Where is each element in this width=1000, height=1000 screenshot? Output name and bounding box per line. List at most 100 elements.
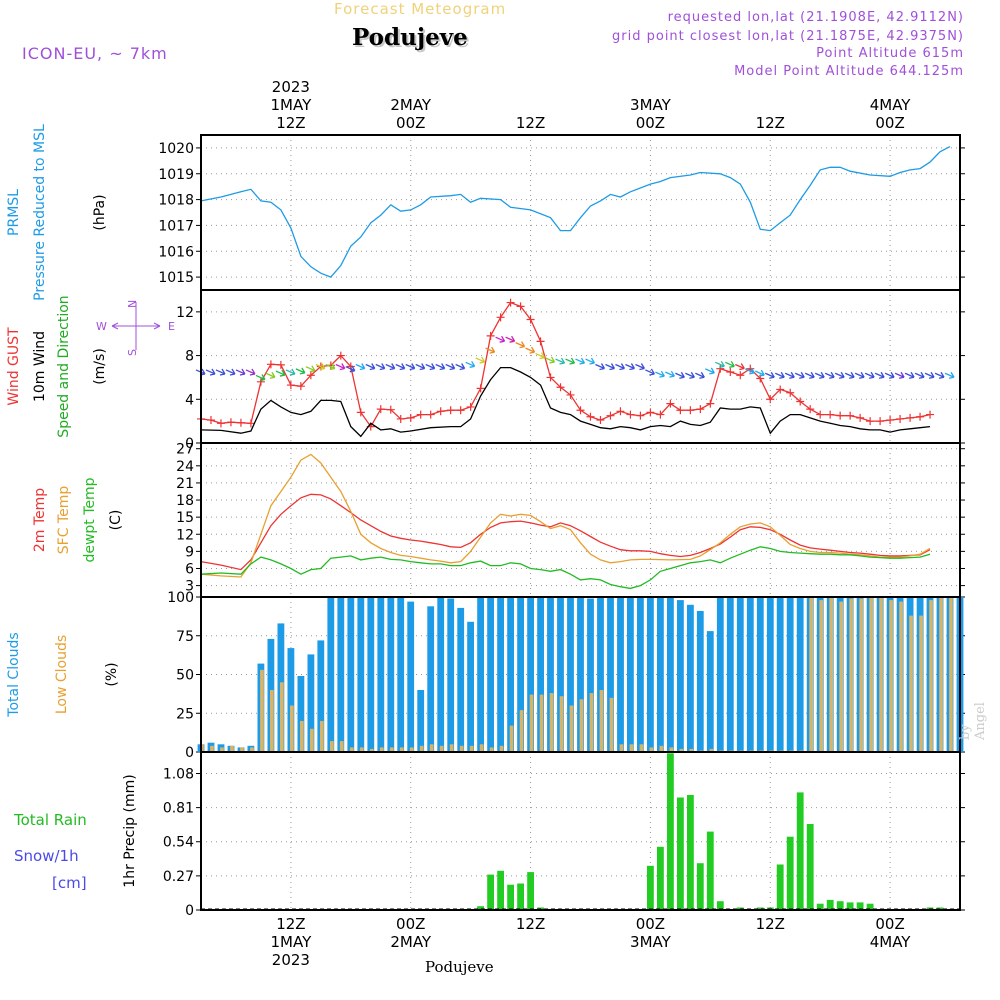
gust-marker [396, 414, 405, 423]
y-tick-label: 0.81 [163, 801, 194, 817]
panel-label: (m/s) [92, 348, 108, 385]
wind-arrow [685, 371, 695, 379]
gust-marker [586, 412, 595, 421]
panel-label: (%) [104, 662, 120, 686]
bar [327, 597, 335, 752]
bar [659, 745, 664, 752]
bar [756, 597, 764, 752]
gust-marker [926, 410, 935, 419]
panel-label: (hPa) [92, 194, 108, 230]
gust-marker [486, 331, 495, 340]
panel-label: Speed and Direction [56, 295, 72, 437]
time-label-top: 00Z [875, 114, 904, 132]
bar [447, 598, 455, 752]
wind-arrow [525, 346, 536, 354]
bar [287, 648, 295, 752]
station-name: Podujeve [352, 24, 468, 51]
bar [417, 690, 425, 752]
bar [527, 872, 534, 910]
bar [240, 747, 244, 752]
time-label-bottom: 3MAY [630, 933, 672, 951]
y-tick-label: 3 [185, 579, 194, 595]
wind-arrow [615, 363, 626, 371]
bar [497, 597, 504, 752]
gust-marker [596, 416, 605, 425]
gust-marker [696, 405, 705, 414]
series-line [200, 493, 931, 571]
wind-arrow [625, 363, 635, 371]
bar [527, 597, 534, 752]
series-line [200, 146, 951, 278]
chart-title: Forecast Meteogram [334, 0, 507, 18]
series-line [200, 546, 931, 590]
bar [597, 597, 604, 752]
gust-marker [776, 385, 785, 394]
wind-arrow [245, 368, 256, 376]
wind-arrow [295, 367, 306, 375]
bar [859, 598, 863, 752]
bar [649, 747, 654, 752]
bar [437, 597, 445, 752]
y-tick-label: 12 [176, 527, 194, 543]
bar [716, 597, 724, 752]
bar [310, 728, 314, 753]
wind-arrow [635, 363, 645, 371]
bar [599, 690, 604, 752]
time-label-top: 2MAY [390, 96, 432, 114]
compass-west: W [96, 320, 107, 333]
time-label-bottom: 12Z [516, 915, 545, 933]
bar [320, 721, 324, 752]
wind-arrow [435, 363, 446, 371]
wind-arrow [675, 371, 685, 379]
bar [487, 597, 494, 752]
panel-label: Pressure Reduced to MSL [32, 124, 48, 301]
wind-arrow [515, 341, 526, 349]
gust-marker [476, 384, 485, 393]
gust-marker [566, 390, 575, 399]
panel-label: 2m Temp [32, 488, 48, 552]
wind-arrow [265, 371, 276, 379]
wind-arrow [215, 368, 226, 376]
bar [627, 597, 634, 752]
time-label-top: 2023 [272, 78, 310, 96]
wind-arrow [455, 363, 466, 371]
wind-arrow [844, 371, 855, 379]
bar [836, 901, 844, 910]
bar [529, 694, 534, 752]
wind-arrow [665, 370, 675, 378]
bar [657, 597, 664, 752]
bar [549, 693, 554, 752]
bar [409, 747, 414, 752]
bar [716, 901, 724, 910]
bar [786, 836, 794, 910]
bar [609, 697, 614, 753]
gust-marker [306, 371, 315, 380]
bar [539, 694, 544, 752]
bar [507, 884, 514, 910]
time-label-bottom: 1MAY [271, 933, 313, 951]
bar [709, 748, 714, 752]
wind-arrow [465, 360, 476, 368]
bar [899, 601, 903, 752]
time-label-bottom: 00Z [875, 915, 904, 933]
model-altitude-info: Model Point Altitude 644.125m [734, 64, 964, 79]
bar [349, 747, 354, 752]
wind-arrow [884, 371, 895, 379]
bar [856, 902, 864, 910]
wind-arrow [774, 371, 785, 379]
time-label-top: 4MAY [870, 96, 912, 114]
wind-arrow [385, 363, 396, 371]
bar [819, 600, 823, 752]
gust-marker [356, 408, 365, 417]
bar [369, 748, 374, 752]
time-label-top: 1MAY [271, 96, 313, 114]
bar [677, 797, 684, 910]
bar [637, 597, 644, 752]
wind-arrow [275, 369, 286, 377]
gust-marker [526, 315, 535, 324]
compass-north: N [126, 300, 139, 308]
gust-marker [446, 406, 455, 415]
panel-clouds: 0 25 50 75 100 Total Clouds Low Clouds (%) [6, 590, 965, 761]
y-tick-label: 0.27 [163, 869, 194, 885]
